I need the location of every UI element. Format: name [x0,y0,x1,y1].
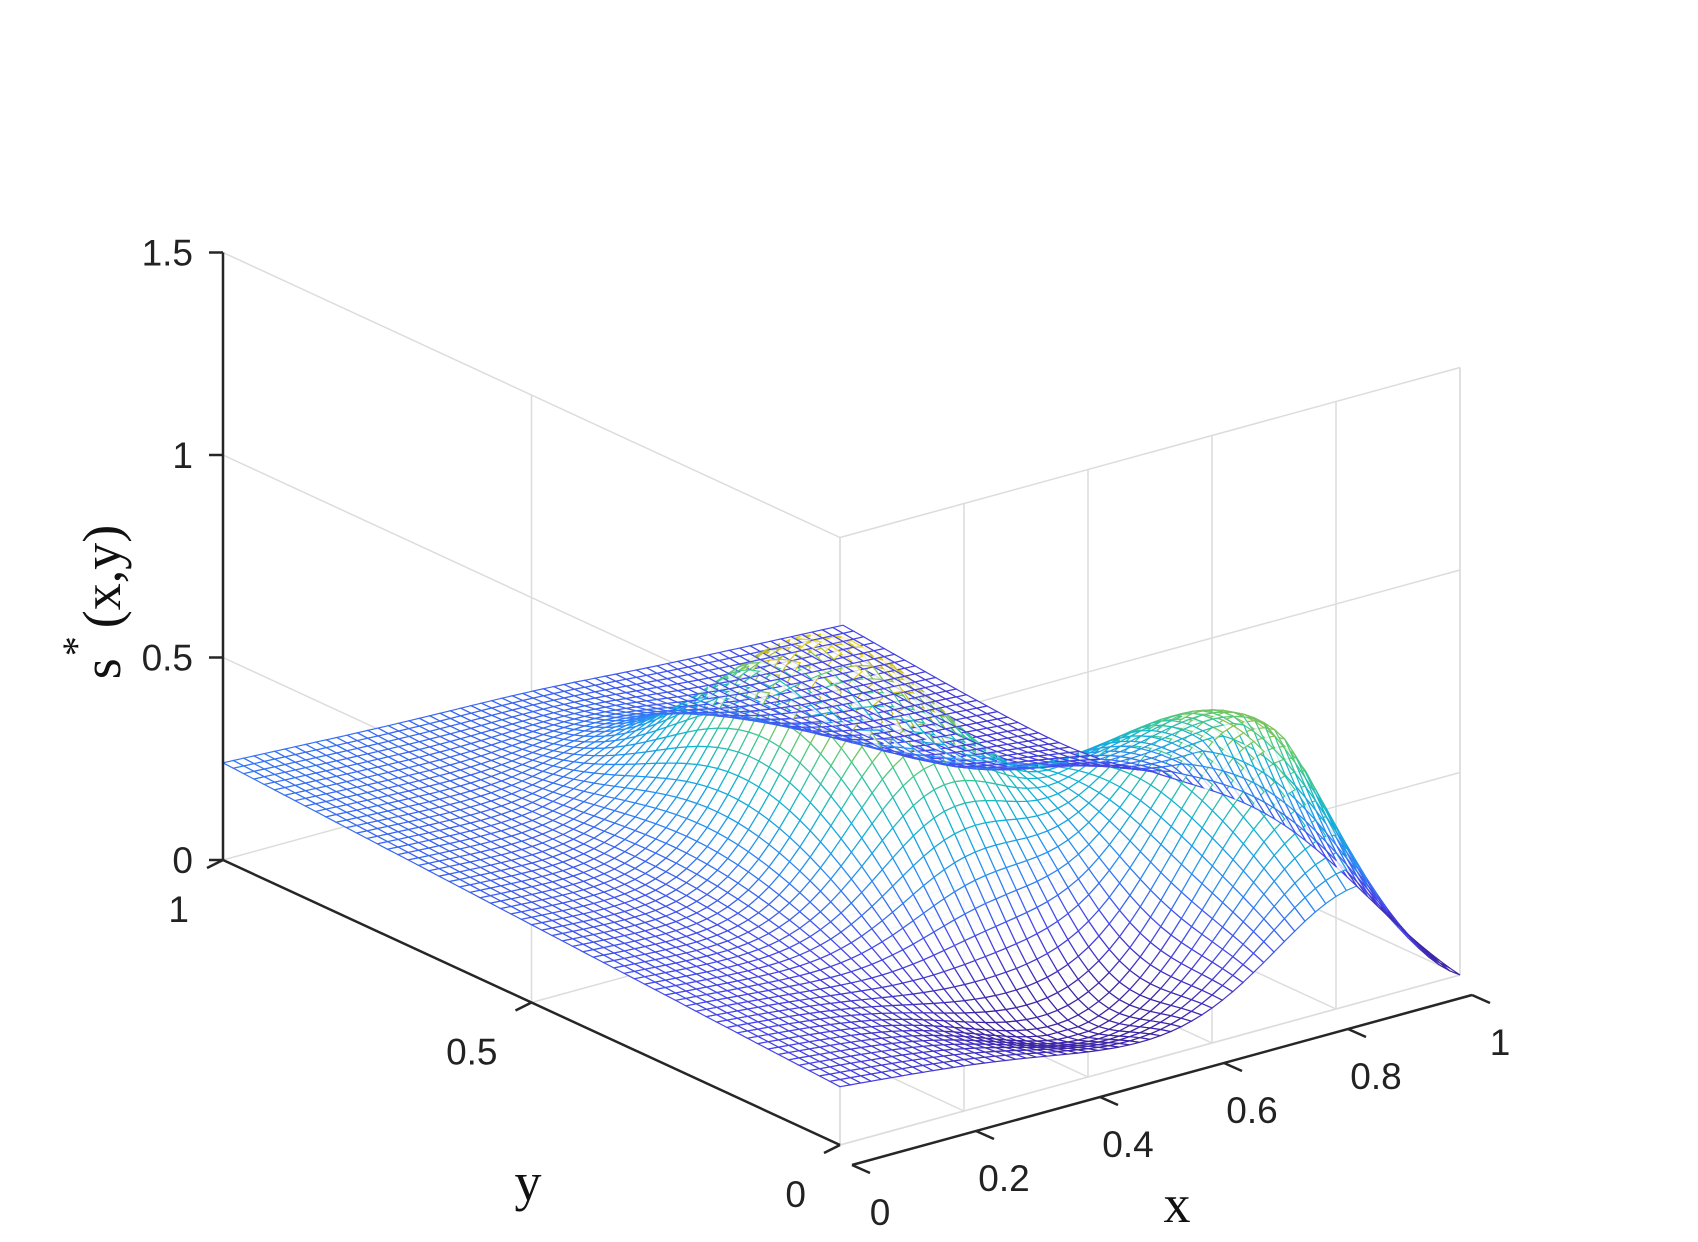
grid-line-y-floor [839,974,1461,1146]
y-tick-label: 0.5 [446,1032,497,1073]
y-tick-mark [514,1001,533,1012]
z-tick-label: 1.5 [142,233,193,274]
x-tick-label: 0.2 [978,1158,1029,1199]
x-tick-mark [851,1163,871,1175]
y-tick-mark [823,1143,841,1155]
x-tick-label: 1 [1490,1022,1511,1063]
z-tick-label: 0 [172,840,193,881]
x-tick-mark [1223,1061,1243,1073]
x-tick-mark [1099,1095,1119,1107]
z-axis-label-star: * [54,636,99,656]
x-tick-label: 0.6 [1226,1090,1277,1131]
x-tick-mark [1347,1027,1367,1039]
z-axis-label: s* (x,y) [54,525,132,679]
z-tick-label: 1 [172,435,193,476]
svg-text:s*(x,y): s* (x,y) [54,525,132,679]
z-tick-label: 0.5 [142,638,193,679]
grid-line-z-right-wall [839,366,1461,539]
y-tick-label: 0 [785,1174,806,1215]
x-tick-mark [975,1129,995,1141]
surface-mesh [221,624,1461,1088]
x-axis-label: x [1164,1174,1191,1234]
x-tick-label: 0.8 [1350,1056,1401,1097]
x-tick-label: 0.4 [1102,1124,1153,1165]
x-tick-mark [1471,993,1491,1005]
y-axis-label: y [515,1152,542,1212]
x-tick-label: 0 [870,1192,891,1233]
y-tick-label: 1 [168,889,189,930]
z-axis-label-args: (x,y) [72,525,132,628]
z-axis-label-base: s [72,658,132,679]
